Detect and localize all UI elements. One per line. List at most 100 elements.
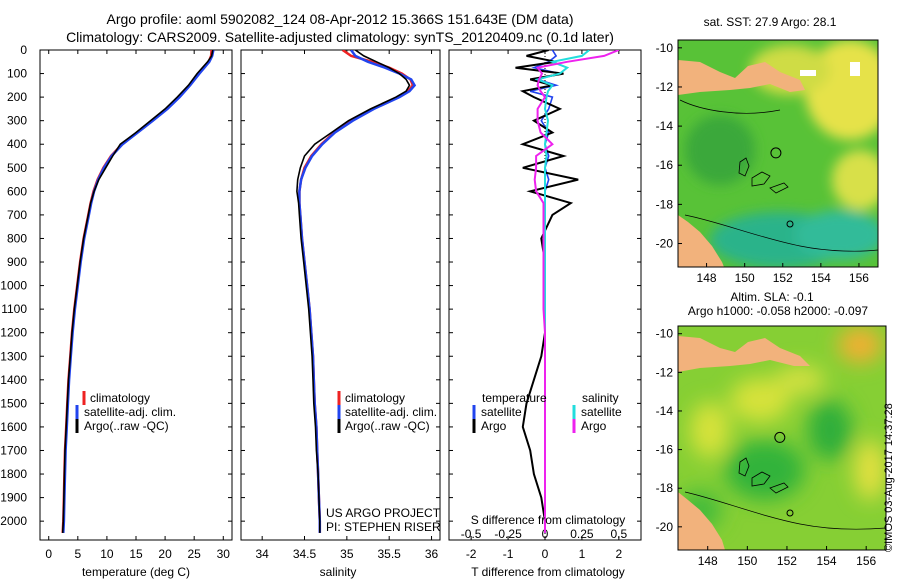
imos-timestamp: ©IMOS 03-Aug-2017 14:37:28	[883, 403, 895, 552]
depth-tick-label: 200	[7, 90, 27, 104]
sla-land-png	[678, 336, 810, 372]
s-top-tick-label: 0	[542, 527, 549, 541]
x-tick-label: 20	[158, 547, 172, 561]
sla-map-title: Altim. SLA: -0.1	[730, 290, 814, 304]
salinity-x-ticks: 34 34.5 35 35.5 36	[241, 49, 440, 561]
legend-s-satellite-label: satellite	[581, 405, 622, 419]
map-x-tick-label: 148	[697, 271, 717, 285]
map-x-tick-label: 150	[735, 271, 755, 285]
series-line-argo-raw-qc-	[61, 50, 214, 533]
x-tick-label: 15	[129, 547, 143, 561]
depth-tick-label: 300	[7, 114, 27, 128]
sla-site-marker	[786, 509, 794, 517]
depth-tick-label: 1800	[0, 467, 27, 481]
x-tick-label: 34	[255, 547, 269, 561]
depth-tick-label: 1200	[0, 326, 27, 340]
map-x-tick-label: 156	[856, 554, 876, 568]
s-top-tick-label: 0.5	[611, 527, 628, 541]
sst-land-png	[678, 60, 805, 95]
x-tick-label: -1	[503, 547, 514, 561]
difference-legend: temperature satellite Argo salinity sate…	[472, 391, 622, 433]
depth-tick-label: 1400	[0, 373, 27, 387]
depth-tick-label: 1300	[0, 349, 27, 363]
map-y-tick-label: -12	[656, 365, 674, 379]
map-y-tick-label: -16	[656, 158, 674, 172]
x-tick-label: 35	[340, 547, 354, 561]
sst-cool-patch	[795, 210, 878, 260]
x-tick-label: 36	[425, 547, 439, 561]
temperature-series	[61, 50, 215, 533]
s-top-tick-label: -0.5	[461, 527, 482, 541]
map-y-tick-label: -14	[656, 119, 674, 133]
sla-high-patch	[775, 365, 825, 395]
salinity-plot-frame	[240, 49, 441, 541]
x-tick-label: 0	[542, 547, 549, 561]
series-line-s-argo	[533, 50, 620, 533]
map-x-tick-label: 154	[811, 271, 831, 285]
figure-title-line1: Argo profile: aoml 5902082_124 08-Apr-20…	[107, 11, 574, 27]
salinity-x-label: salinity	[320, 565, 357, 579]
x-tick-label: 1	[579, 547, 586, 561]
map-x-tick-label: 148	[698, 554, 718, 568]
x-tick-label: 0	[45, 547, 52, 561]
depth-tick-label: 1000	[0, 279, 27, 293]
map-y-tick-label: -16	[656, 443, 674, 457]
x-tick-label: 5	[74, 547, 81, 561]
sla-map-field	[678, 326, 886, 550]
temperature-legend: climatology satellite-adj. clim. Argo(..…	[75, 391, 176, 433]
x-tick-label: 2	[616, 547, 623, 561]
figure-title-line2: Climatology: CARS2009. Satellite-adjuste…	[66, 29, 614, 45]
legend-argo-label: Argo(..raw -QC)	[84, 419, 169, 433]
sla-low-patch	[808, 400, 852, 460]
sst-cloud-gap	[850, 62, 860, 76]
sla-map-panel: Altim. SLA: -0.1 Argo h1000: -0.058 h200…	[656, 290, 887, 568]
difference-top-axis-label: S difference from climatology	[471, 513, 626, 527]
x-tick-label: 30	[217, 547, 231, 561]
sla-patches	[678, 327, 886, 530]
sst-site-marker	[786, 220, 794, 228]
x-tick-label: 35.5	[378, 547, 402, 561]
depth-tick-label: 1600	[0, 420, 27, 434]
legend-satellite-label: satellite-adj. clim.	[84, 405, 176, 419]
depth-tick-label: 600	[7, 184, 27, 198]
map-y-tick-label: -18	[656, 197, 674, 211]
sla-high-patch	[838, 327, 882, 363]
sst-map-field	[678, 40, 878, 267]
x-tick-label: -2	[466, 547, 477, 561]
sst-patch	[685, 115, 755, 185]
legend-t-satellite-label: satellite	[481, 405, 522, 419]
sla-map-ticks: 148 150 152 154 156 -10 -12 -14 -16 -18 -20	[656, 327, 877, 568]
map-x-tick-label: 152	[773, 271, 793, 285]
sst-reefs	[738, 157, 789, 194]
depth-tick-label: 1500	[0, 396, 27, 410]
temperature-x-label: temperature (deg C)	[82, 565, 190, 579]
depth-tick-label: 700	[7, 208, 27, 222]
map-x-tick-label: 154	[817, 554, 837, 568]
difference-series	[515, 50, 620, 533]
sst-map-ticks: 148 150 152 154 156 -10 -12 -14 -16 -18 -20	[656, 41, 870, 285]
legend-satellite-label: satellite-adj. clim.	[345, 405, 437, 419]
legend-s-argo-label: Argo	[581, 419, 607, 433]
sla-high-patch	[690, 402, 730, 458]
series-line-satellite-adj-clim-	[298, 50, 417, 533]
map-y-tick-label: -18	[656, 481, 674, 495]
legend-temperature-title: temperature	[482, 391, 547, 405]
depth-tick-label: 400	[7, 137, 27, 151]
sla-reefs	[738, 457, 789, 494]
depth-tick-label: 800	[7, 231, 27, 245]
series-line-argo-raw-qc-	[296, 50, 411, 533]
sst-cloud-gap	[800, 70, 816, 76]
sst-land-australia	[678, 215, 724, 267]
legend-salinity-title: salinity	[582, 391, 619, 405]
depth-tick-label: 1900	[0, 491, 27, 505]
sst-map-title: sat. SST: 27.9 Argo: 28.1	[704, 15, 837, 29]
temperature-x-ticks: 0 5 10 15 20 25 30	[40, 49, 232, 561]
map-y-tick-label: -20	[656, 520, 674, 534]
project-annotation: US ARGO PROJECT	[326, 506, 441, 520]
depth-tick-label: 500	[7, 161, 27, 175]
depth-tick-label: 1700	[0, 443, 27, 457]
map-y-tick-label: -12	[656, 80, 674, 94]
sla-low-patch	[725, 440, 805, 500]
salinity-legend: climatology satellite-adj. clim. Argo(..…	[337, 391, 437, 433]
